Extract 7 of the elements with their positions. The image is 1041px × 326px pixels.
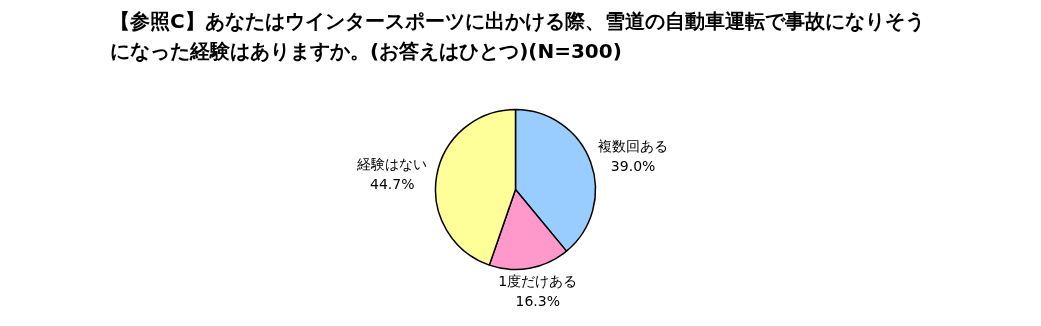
slice-label: 複数回ある (598, 137, 669, 154)
data-label: 16.3% (515, 292, 561, 309)
slice-label: 1度だけある (498, 272, 578, 289)
chart-title: 【参照C】あなたはウインタースポーツに出かける際、雪道の自動車運転で事故になりそうになった経験はありますか。(お答えはひとつ)(N=300) (110, 8, 926, 65)
data-label: 44.7% (369, 175, 415, 192)
slice-label: 経験はない (356, 155, 428, 172)
data-label: 39.0% (610, 157, 656, 174)
